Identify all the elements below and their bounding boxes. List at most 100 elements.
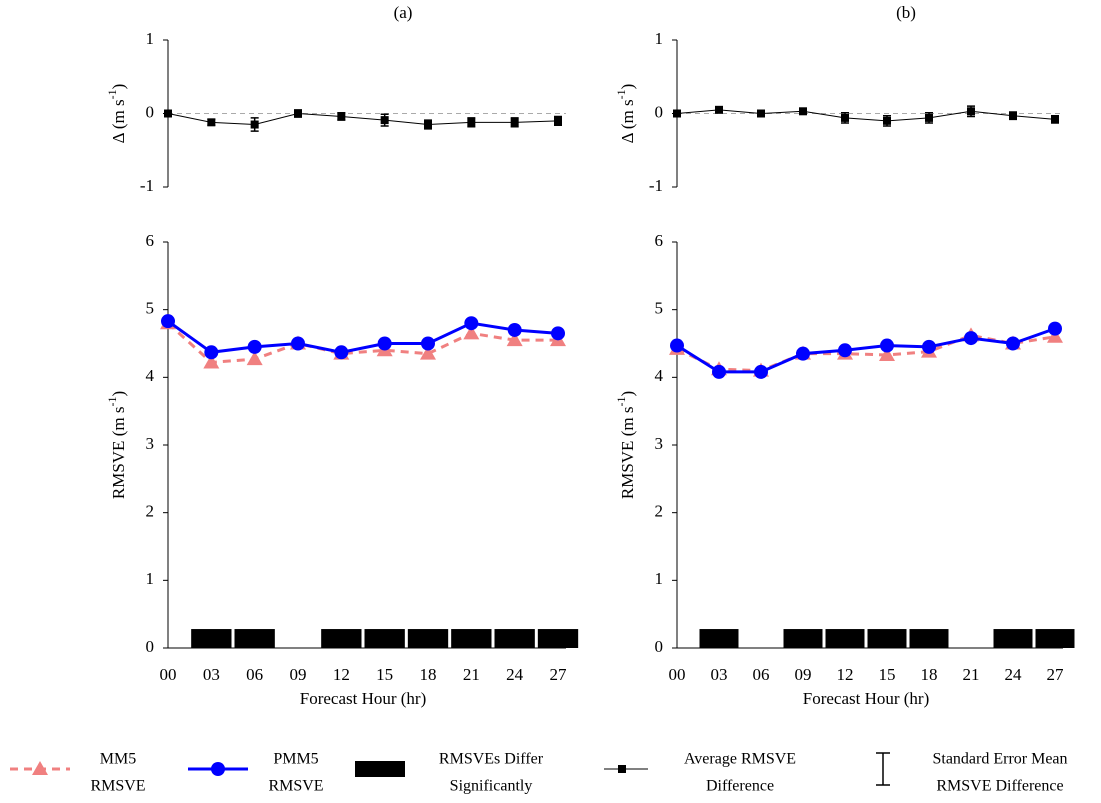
y-tick-label: 0 [655, 102, 664, 121]
triangle-marker [506, 332, 523, 347]
circle-marker [880, 338, 894, 353]
square-marker [799, 107, 807, 116]
circle-marker [377, 336, 392, 351]
y-axis-label: RMSVE (m s-1) [105, 391, 128, 499]
square-marker [250, 120, 259, 129]
y-label-end: ) [109, 391, 128, 397]
legend-label: RMSVEs Differ [439, 751, 544, 768]
square-marker [883, 116, 891, 125]
y-tick-label: 0 [146, 102, 155, 121]
square-marker [337, 112, 346, 121]
circle-marker [1006, 336, 1020, 351]
square-marker [925, 113, 933, 122]
y-tick-label: 3 [146, 434, 155, 453]
significance-block [451, 629, 492, 648]
significance-block [867, 629, 907, 648]
triangle-marker [420, 345, 436, 360]
y-tick-label: 5 [146, 299, 155, 318]
legend-label: Average RMSVE [684, 751, 796, 768]
circle-marker [1048, 321, 1062, 336]
y-tick-label: 3 [655, 434, 664, 453]
square-marker [673, 109, 681, 118]
x-tick-label: 12 [333, 665, 350, 684]
y-label-end: ) [618, 84, 637, 90]
x-tick-label: 12 [837, 665, 854, 684]
x-axis-label: Forecast Hour (hr) [803, 689, 930, 708]
triangle-marker [463, 325, 480, 340]
y-tick-label: 6 [655, 231, 664, 250]
y-tick-label: 1 [655, 29, 664, 48]
circle-marker [507, 322, 522, 337]
triangle-marker [203, 354, 220, 369]
y-label-text: RMSVE (m s [109, 407, 128, 500]
legend-label: PMM5 [273, 751, 318, 768]
triangle-marker [879, 347, 895, 362]
y-tick-label: 2 [655, 502, 664, 521]
square-marker [1009, 111, 1017, 120]
y-label-sup: -1 [614, 397, 628, 407]
square-marker [967, 107, 975, 116]
significance-block [909, 629, 949, 648]
legend-label: RMSVE [268, 778, 323, 795]
square-marker [164, 109, 172, 118]
circle-marker [161, 314, 175, 329]
circle-marker [421, 336, 435, 351]
series-line [676, 327, 1056, 374]
y-label-sup: -1 [105, 89, 119, 99]
y-label-text: RMSVE (m s [618, 407, 637, 500]
significance-block [494, 629, 535, 648]
x-tick-label: 21 [463, 665, 480, 684]
circle-marker [712, 364, 726, 379]
triangle-marker [32, 761, 48, 775]
y-tick-label: 6 [146, 231, 155, 250]
significance-block [407, 629, 449, 648]
square-marker [424, 120, 432, 129]
legend-label: MM5 [100, 751, 136, 768]
x-tick-label: 15 [879, 665, 896, 684]
significance-block [234, 629, 275, 648]
y-label-end: ) [109, 84, 128, 90]
x-tick-label: 03 [711, 665, 728, 684]
circle-marker [922, 339, 936, 354]
y-label-text: Δ (m s [618, 99, 637, 143]
significance-block [825, 629, 865, 648]
square-marker [467, 118, 476, 127]
significance-block [321, 629, 362, 648]
triangle-marker [246, 351, 263, 366]
circle-marker [551, 326, 565, 341]
y-tick-label: 0 [655, 637, 664, 656]
circle-marker [464, 316, 479, 331]
y-tick-label: 5 [655, 299, 664, 318]
x-tick-label: 00 [160, 665, 177, 684]
x-tick-label: 27 [550, 665, 568, 684]
panel-title: (b) [896, 3, 916, 22]
series-line [676, 109, 1056, 122]
y-label-sup: -1 [105, 397, 119, 407]
x-tick-label: 18 [921, 665, 938, 684]
y-tick-label: 2 [146, 502, 155, 521]
legend-label: RMSVE [90, 778, 145, 795]
y-tick-label: 1 [146, 29, 155, 48]
circle-marker [670, 338, 684, 353]
legend-label: Significantly [450, 778, 533, 795]
y-axis-label: Δ (m s-1) [614, 84, 637, 144]
legend-label: Standard Error Mean [932, 751, 1067, 768]
significance-block [191, 629, 232, 648]
x-axis-label: Forecast Hour (hr) [300, 689, 427, 708]
legend-block [355, 761, 405, 777]
square-marker [757, 109, 765, 118]
y-label-text: Δ (m s [109, 99, 128, 143]
square-marker [841, 113, 849, 122]
x-tick-label: 06 [246, 665, 263, 684]
x-tick-label: 21 [963, 665, 980, 684]
square-marker [1051, 115, 1059, 124]
significance-block [537, 629, 579, 648]
y-tick-label: 0 [146, 637, 155, 656]
y-tick-label: -1 [140, 176, 154, 195]
series-line [166, 322, 558, 364]
series-line [167, 319, 559, 354]
significance-block [1035, 629, 1075, 648]
x-tick-label: 06 [753, 665, 770, 684]
triangle-marker [1047, 328, 1063, 343]
